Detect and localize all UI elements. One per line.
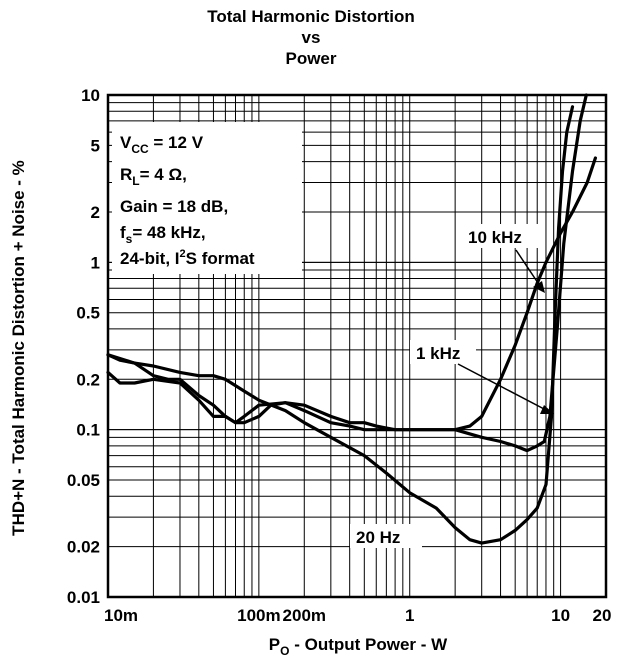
plot-frame: [106, 93, 608, 599]
chart-title-line2: vs: [302, 28, 321, 47]
series-line-20hz: [106, 105, 575, 545]
arrow-1khz-head: [540, 405, 554, 414]
y-tick-label: 0.1: [76, 421, 100, 440]
arrow-1khz-line: [457, 363, 547, 411]
x-tick-label: 20: [593, 606, 612, 625]
label-bg-20hz: [350, 524, 422, 548]
label-bg-10khz: [462, 224, 542, 248]
arrow-10khz-head: [533, 281, 545, 293]
x-tick-label: 100m: [237, 606, 280, 625]
condition-format: 24-bit, I2S format: [120, 248, 255, 268]
series-label-10khz: 10 kHz: [468, 228, 522, 247]
y-tick-labels: 0.01 0.02 0.05 0.1 0.2 0.5 1 2 5 10: [67, 86, 100, 607]
y-tick-label: 0.05: [67, 471, 100, 490]
conditions-box: VCC = 12 V RL= 4 Ω, Gain = 18 dB, fs= 48…: [112, 122, 302, 274]
x-tick-label: 10m: [104, 606, 138, 625]
y-tick-label: 0.02: [67, 538, 100, 557]
x-tick-labels: 10m 100m 200m 1 10 20: [104, 606, 611, 625]
label-bg-1khz: [410, 340, 476, 364]
condition-fs: fs= 48 kHz,: [120, 223, 206, 246]
y-axis-label: THD+N - Total Harmonic Distortion + Nois…: [9, 160, 28, 536]
x-axis-label: PO - Output Power - W: [269, 635, 448, 658]
series-label-20hz: 20 Hz: [356, 528, 400, 547]
y-tick-label: 0.5: [76, 304, 100, 323]
x-tick-label: 200m: [283, 606, 326, 625]
y-tick-label: 0.01: [67, 588, 100, 607]
y-tick-label: 0.2: [76, 370, 100, 389]
label-arrows: [457, 249, 554, 414]
condition-vcc: VCC = 12 V: [120, 133, 204, 156]
series-line-1khz: [106, 93, 588, 453]
chart-title-line3: Power: [285, 49, 336, 68]
y-tick-label: 2: [91, 203, 100, 222]
x-tick-label: 10: [551, 606, 570, 625]
chart-title: Total Harmonic Distortion: [207, 7, 414, 26]
series-line-10khz: [106, 156, 597, 432]
conditions-background: [112, 122, 302, 274]
series-lines: [106, 93, 597, 545]
condition-gain: Gain = 18 dB,: [120, 197, 228, 216]
y-tick-label: 5: [91, 136, 100, 155]
arrow-10khz-line: [515, 249, 541, 287]
series-label-1khz: 1 kHz: [416, 344, 460, 363]
x-tick-label: 1: [405, 606, 414, 625]
series-labels: 10 kHz 1 kHz 20 Hz: [350, 224, 542, 548]
y-tick-label: 1: [91, 253, 100, 272]
y-tick-label: 10: [81, 86, 100, 105]
condition-rl: RL= 4 Ω,: [120, 165, 187, 188]
